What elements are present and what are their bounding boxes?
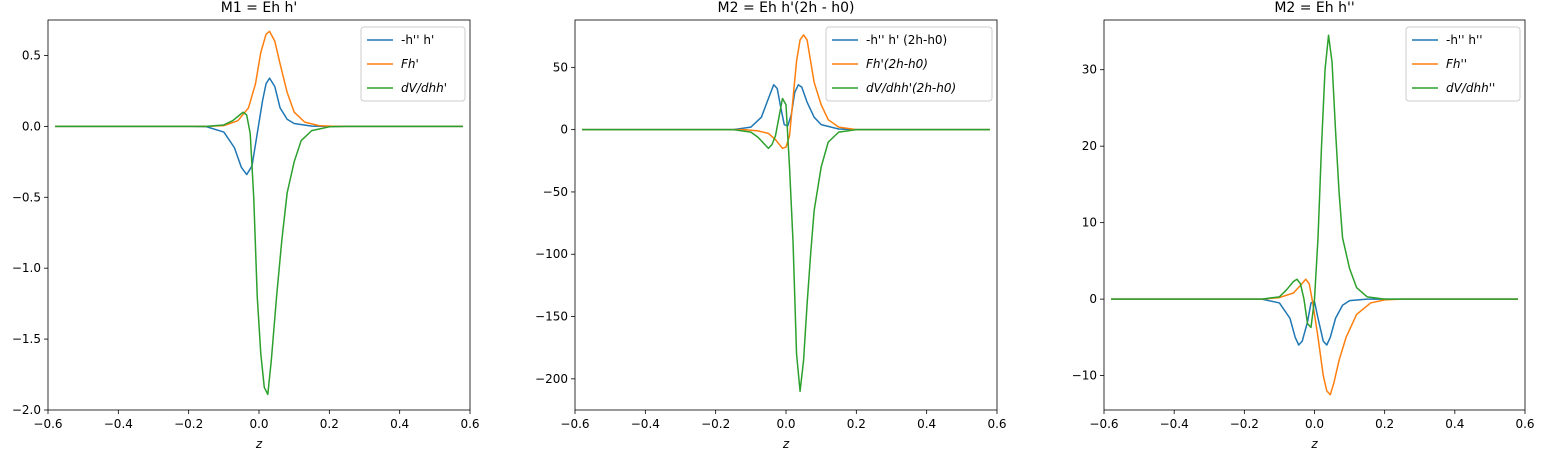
x-tick-label: 0.4 — [917, 417, 936, 431]
y-tick-label: −1.0 — [12, 261, 41, 275]
x-tick-label: 0.6 — [1515, 417, 1534, 431]
legend-label: Fh' — [401, 57, 419, 71]
series-line-2 — [582, 34, 990, 150]
x-tick-label: −0.2 — [1230, 417, 1259, 431]
legend-box — [825, 26, 993, 102]
x-tick-label: 0.2 — [320, 417, 339, 431]
series-group — [1111, 34, 1518, 396]
legend: -h'' h' Fh' dV/dhh' — [360, 26, 466, 102]
series-line-1 — [1111, 298, 1518, 346]
series-group — [582, 34, 990, 393]
series-line-1 — [55, 77, 463, 176]
legend-label: -h'' h'' — [1446, 33, 1483, 47]
x-tick-label: −0.6 — [1089, 417, 1118, 431]
x-axis-label: z — [1310, 437, 1318, 450]
legend: -h'' h' (2h-h0) Fh'(2h-h0) dV/dhh'(2h-h0) — [825, 26, 993, 102]
y-tick-label: −0.5 — [12, 190, 41, 204]
x-tick-label: −0.6 — [33, 417, 62, 431]
y-tick-label: 0.0 — [22, 119, 41, 133]
y-tick-label: 30 — [1082, 63, 1097, 77]
y-tick-label: −10 — [1072, 369, 1097, 383]
chart-panel-3: −0.6 −0.4 −0.2 0.0 0.2 0.4 0.6 −10 0 10 20 30 M2 = E… — [1072, 0, 1535, 450]
series-group — [55, 30, 463, 396]
y-tick-label: 20 — [1082, 139, 1097, 153]
x-tick-label: 0.4 — [1445, 417, 1464, 431]
legend: -h'' h'' Fh'' dV/dhh'' — [1405, 26, 1521, 102]
x-tick-label: −0.2 — [701, 417, 730, 431]
x-tick-label: 0.2 — [1375, 417, 1394, 431]
y-tick-label: 50 — [553, 60, 568, 74]
x-tick-label: −0.2 — [174, 417, 203, 431]
y-tick-label: −200 — [535, 372, 568, 386]
legend-label: -h'' h' — [401, 33, 434, 47]
series-line-3 — [1111, 34, 1518, 329]
chart-title: M2 = Eh h'' — [1274, 0, 1354, 16]
x-tick-label: −0.6 — [560, 417, 589, 431]
series-line-3 — [582, 97, 990, 393]
y-tick-label: −50 — [543, 185, 568, 199]
x-tick-label: −0.4 — [104, 417, 133, 431]
series-line-2 — [1111, 278, 1518, 396]
y-tick-label: −1.5 — [12, 332, 41, 346]
chart-panel-1: −0.6 −0.4 −0.2 0.0 0.2 0.4 0.6 −2.0 −1.5 −1.0 −0.5… — [12, 0, 480, 450]
y-tick-label: −2.0 — [12, 403, 41, 417]
chart-title: M1 = Eh h' — [221, 0, 298, 16]
legend-label: dV/dhh'(2h-h0) — [866, 81, 956, 95]
y-tick-label: −100 — [535, 247, 568, 261]
chart-panel-2: −0.6 −0.4 −0.2 0.0 0.2 0.4 0.6 −200 −150 −100 −50 0… — [535, 0, 1007, 450]
x-tick-label: 0.0 — [1305, 417, 1324, 431]
legend-label: Fh'' — [1446, 57, 1467, 71]
y-tick-label: 10 — [1082, 216, 1097, 230]
x-tick-label: −0.4 — [1160, 417, 1189, 431]
x-tick-label: 0.0 — [776, 417, 795, 431]
legend-box — [1405, 26, 1521, 102]
legend-label: dV/dhh' — [401, 81, 447, 95]
series-line-2 — [55, 30, 463, 128]
x-tick-label: 0.6 — [987, 417, 1006, 431]
series-line-1 — [582, 84, 990, 131]
y-tick-label: 0 — [1089, 292, 1097, 306]
legend-box — [360, 26, 466, 102]
x-axis-label: z — [255, 437, 263, 450]
legend-label: dV/dhh'' — [1446, 81, 1495, 95]
y-tick-label: 0 — [560, 123, 568, 137]
y-tick-label: −150 — [535, 310, 568, 324]
x-tick-label: 0.0 — [249, 417, 268, 431]
chart-title: M2 = Eh h'(2h - h0) — [718, 0, 855, 16]
series-line-3 — [55, 111, 463, 396]
legend-label: -h'' h' (2h-h0) — [866, 33, 947, 47]
x-tick-label: 0.2 — [847, 417, 866, 431]
x-tick-label: 0.6 — [460, 417, 479, 431]
y-tick-label: 0.5 — [22, 48, 41, 62]
x-axis-label: z — [782, 437, 790, 450]
x-tick-label: 0.4 — [390, 417, 409, 431]
x-tick-label: −0.4 — [631, 417, 660, 431]
legend-label: Fh'(2h-h0) — [866, 57, 928, 71]
